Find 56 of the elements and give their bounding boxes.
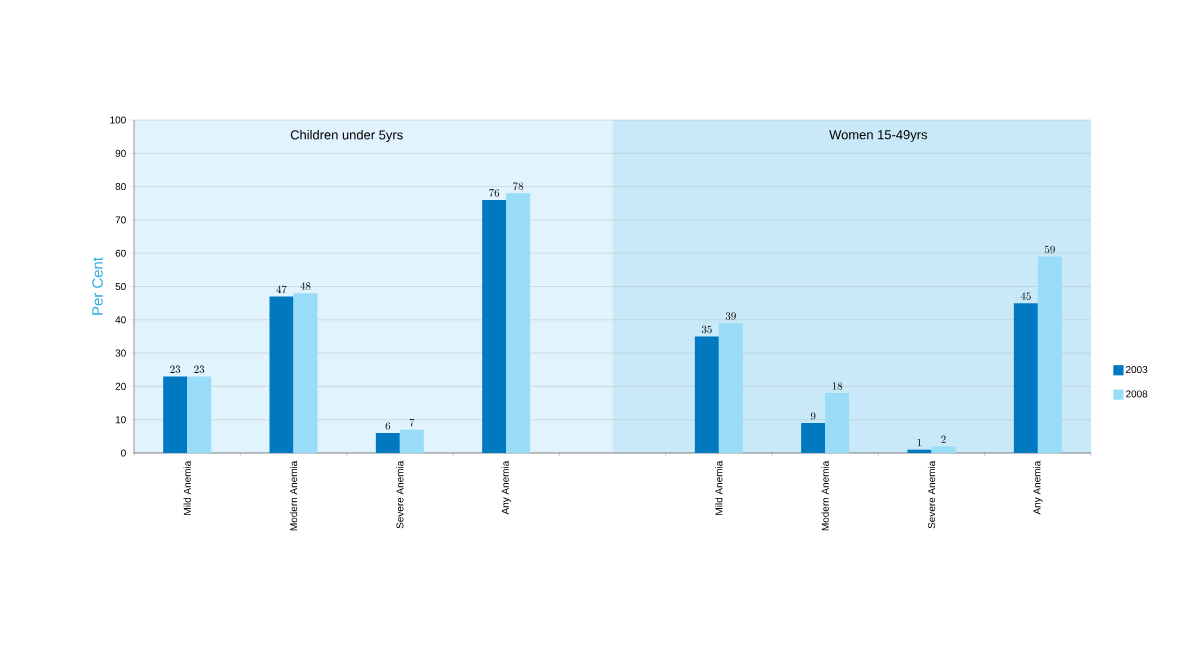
y-tick-label: 0: [121, 449, 126, 457]
x-tick-label: Mild Anemia: [183, 460, 191, 515]
bar: [399, 429, 424, 453]
y-tick-label: 70: [115, 216, 126, 224]
bar: [718, 323, 743, 453]
data-label: 59: [1044, 245, 1055, 254]
bar: [931, 446, 956, 453]
bar: [506, 193, 531, 453]
data-label: 76: [489, 189, 500, 197]
y-tick-label: 60: [115, 249, 126, 257]
y-axis-title: Per Cent: [92, 257, 103, 315]
bar: [907, 449, 932, 453]
annotation: Women 15-49yrs: [829, 130, 928, 142]
y-tick-label: 50: [115, 282, 126, 291]
data-label: 47: [276, 285, 287, 294]
bar: [375, 433, 400, 453]
bar: [187, 376, 212, 453]
x-tick-label: Severe Anemia: [927, 460, 936, 529]
data-label: 18: [832, 382, 843, 390]
y-tick-label: 90: [115, 149, 126, 157]
x-tick-label: Any Anemia: [1033, 460, 1043, 515]
data-label: 48: [300, 282, 311, 290]
y-tick-label: 20: [115, 382, 126, 390]
data-label: 9: [810, 412, 816, 420]
data-label: 39: [725, 312, 736, 320]
bar: [801, 423, 826, 453]
data-label: 23: [194, 365, 205, 374]
data-label: 7: [409, 418, 415, 427]
bar: [694, 336, 719, 453]
y-tick-label: 100: [110, 116, 126, 124]
data-label: 1: [917, 438, 922, 447]
data-label: 78: [513, 182, 524, 190]
bar: [825, 393, 850, 453]
bar: [482, 199, 507, 453]
x-tick-label: Any Anemia: [501, 460, 511, 515]
y-tick-label: 40: [115, 316, 126, 324]
data-label: 6: [385, 422, 391, 430]
data-label: 45: [1020, 292, 1031, 300]
data-label: 2: [941, 435, 946, 443]
y-tick-label: 30: [115, 349, 126, 357]
legend-label: 2008: [1126, 390, 1148, 398]
bar: [163, 376, 188, 453]
annotation: Children under 5yrs: [290, 129, 403, 143]
x-tick-label: Modern Anemia: [289, 460, 298, 531]
legend-label: 2003: [1126, 366, 1148, 374]
bar: [1013, 303, 1038, 453]
bar: [1037, 256, 1062, 453]
x-tick-label: Mild Anemia: [715, 460, 723, 515]
y-tick-label: 80: [115, 183, 126, 191]
x-tick-label: Severe Anemia: [396, 460, 404, 529]
data-label: 35: [701, 325, 712, 334]
y-tick-label: 10: [115, 416, 126, 424]
x-tick-label: Modern Anemia: [821, 460, 829, 531]
bar: [269, 296, 294, 453]
data-label: 23: [170, 365, 181, 374]
bar: [293, 293, 318, 453]
